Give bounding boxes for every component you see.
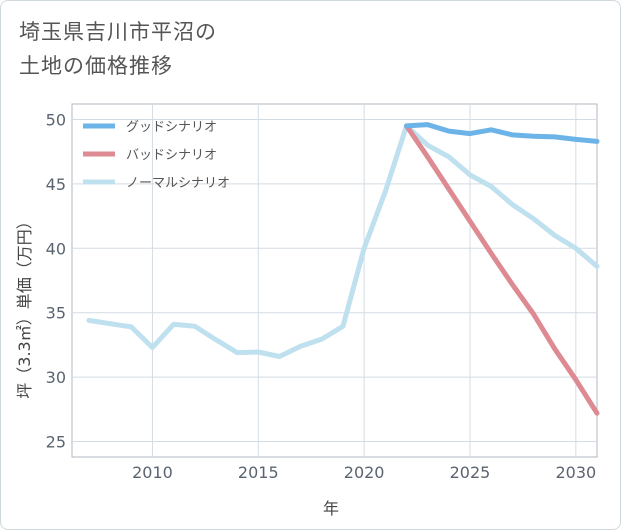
x-tick-label: 2025 [450,463,491,482]
series-lines [86,122,600,416]
series-line-1 [404,123,600,416]
y-tick-label: 25 [46,433,66,452]
series-line-0 [404,122,600,144]
legend-label-2: ノーマルシナリオ [126,176,230,191]
x-tick-label: 2010 [132,463,173,482]
x-tick-label: 2020 [344,463,385,482]
x-axis-title: 年 [323,499,339,518]
legend-label-1: バッドシナリオ [126,148,217,163]
series-line-2 [86,123,600,359]
y-tick-label: 40 [46,239,66,258]
legend-label-0: グッドシナリオ [126,120,217,135]
x-tick-label: 2030 [555,463,596,482]
chart-title: 埼玉県吉川市平沼の 土地の価格推移 [19,15,217,83]
y-tick-label: 35 [46,304,66,323]
tick-labels: 2010 2015 2020 2025 2030 25 30 35 40 45 50 [46,110,597,482]
plot-area [71,103,598,458]
y-tick-label: 50 [46,110,66,129]
y-tick-label: 30 [46,368,66,387]
grid [72,104,597,457]
x-tick-label: 2015 [238,463,279,482]
title-line-1: 埼玉県吉川市平沼の [19,20,217,44]
y-axis-title: 坪（3.3㎡）単価（万円） [15,213,34,398]
y-tick-label: 45 [46,175,66,194]
title-line-2: 土地の価格推移 [19,54,173,78]
